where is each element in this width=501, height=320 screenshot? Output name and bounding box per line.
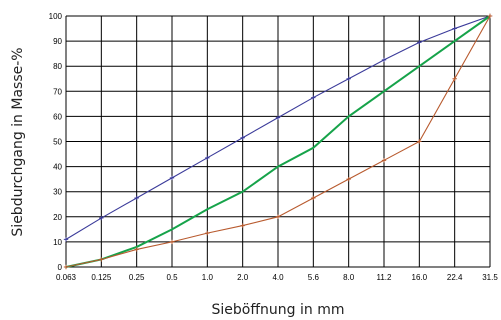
y-tick-label: 100 [49,12,63,21]
y-tick-label: 50 [53,138,62,147]
series-3-point [311,195,316,201]
series-3-point [169,239,175,245]
series-3-point [275,214,281,219]
x-tick-label: 22.4 [447,273,463,282]
series-1-point [381,57,387,63]
x-tick-label: 4.0 [272,273,284,282]
series-3-point [134,247,139,252]
series-3-point [346,176,351,182]
series-1-point [169,175,175,181]
series-3-point [417,139,422,144]
series-1-point [240,135,245,140]
series-3-point [99,257,104,262]
series-3-point [487,13,493,19]
y-tick-label: 10 [53,238,62,247]
y-tick-label: 60 [53,112,62,121]
series-1-point [134,195,139,201]
y-tick-label: 0 [58,263,63,272]
y-tick-label: 40 [53,163,62,172]
y-tick-label: 30 [53,188,62,197]
series-1-point [417,40,422,45]
x-tick-label: 11.2 [377,273,393,282]
series-1-point [452,26,457,31]
series-1-point [275,115,281,120]
y-tick-label: 90 [53,37,62,46]
series-1-point [311,95,316,100]
grid-layer [65,15,491,268]
x-tick-label: 2.0 [237,273,249,282]
series-layer [63,13,493,270]
series-1-point [63,237,69,242]
tick-layer: 0 10 20 30 40 50 60 70 80 90 100 0.063 0.125 0.25 0.5 1… [49,12,499,282]
series-1-point [205,155,210,161]
series-3-point [205,230,210,236]
x-tick-label: 0.25 [129,273,145,282]
x-tick-label: 16.0 [412,273,428,282]
y-axis-label: Siebdurchgang in Masse-% [10,47,26,236]
y-tick-label: 80 [53,62,62,71]
series-3-point [381,158,387,163]
series-1-point [346,76,351,81]
x-tick-label: 8.0 [343,273,355,282]
x-axis-label: Sieböffnung in mm [212,302,345,318]
series-3-point [452,76,457,81]
x-tick-label: 0.5 [166,273,178,282]
series-1-point [99,215,104,221]
series-3-point [240,223,245,228]
x-tick-label: 0.125 [91,273,112,282]
series-3-point [63,264,69,270]
y-tick-label: 20 [53,213,62,222]
y-tick-label: 70 [53,87,62,96]
x-tick-label: 0.063 [56,273,77,282]
x-tick-label: 31.5 [482,273,498,282]
x-tick-label: 1.0 [202,273,214,282]
series-2-line [65,15,491,268]
x-tick-label: 5.6 [308,273,320,282]
